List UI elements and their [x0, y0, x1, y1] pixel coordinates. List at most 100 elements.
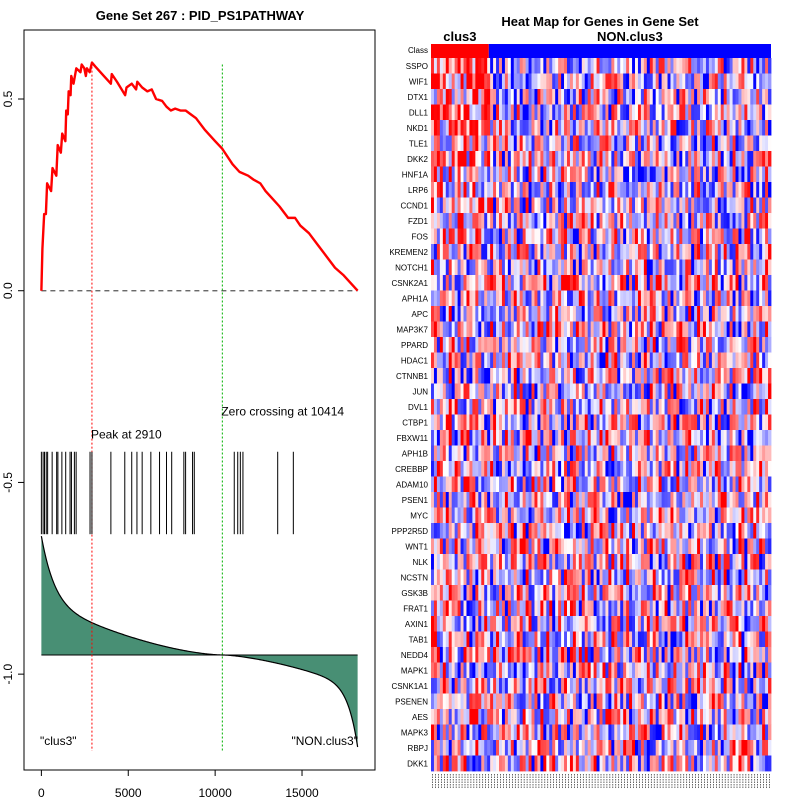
heatmap-cell [697, 477, 700, 493]
heatmap-cell [552, 244, 555, 260]
heatmap-cell [443, 570, 446, 586]
heatmap-cell [446, 539, 449, 555]
heatmap-cell [700, 694, 703, 710]
heatmap-cell [700, 198, 703, 214]
heatmap-cell [570, 105, 573, 121]
heatmap-cell [623, 585, 626, 601]
class-bar-clus3 [431, 44, 489, 58]
heatmap-cell [765, 492, 768, 508]
heatmap-cell [561, 585, 564, 601]
heatmap-cell [552, 260, 555, 276]
heatmap-cell [552, 384, 555, 400]
heatmap-cell [679, 415, 682, 431]
heatmap-cell [608, 229, 611, 245]
heatmap-cell [478, 415, 481, 431]
heatmap-cell [753, 492, 756, 508]
heatmap-cell [694, 322, 697, 338]
heatmap-cell [475, 694, 478, 710]
heatmap-cell [721, 89, 724, 105]
heatmap-cell [620, 539, 623, 555]
heatmap-cell [759, 136, 762, 152]
heatmap-cell [736, 136, 739, 152]
heatmap-cell [443, 198, 446, 214]
heatmap-cell [741, 182, 744, 198]
heatmap-cell [537, 570, 540, 586]
heatmap-cell [688, 461, 691, 477]
heatmap-cell [605, 539, 608, 555]
heatmap-cell [753, 213, 756, 229]
heatmap-cell [721, 694, 724, 710]
heatmap-cell [668, 647, 671, 663]
heatmap-cell [703, 384, 706, 400]
heatmap-cell [662, 337, 665, 353]
heatmap-cell [505, 399, 508, 415]
heatmap-cell [588, 663, 591, 679]
heatmap-cell [431, 244, 434, 260]
heatmap-cell [656, 151, 659, 167]
heatmap-cell [464, 244, 467, 260]
heatmap-cell [700, 678, 703, 694]
heatmap-cell [703, 446, 706, 462]
heatmap-cell [665, 260, 668, 276]
heatmap-cell [458, 508, 461, 524]
heatmap-cell [466, 368, 469, 384]
heatmap-cell [738, 616, 741, 632]
heatmap-cell [700, 322, 703, 338]
heatmap-cell [744, 430, 747, 446]
heatmap-cell [691, 446, 694, 462]
heatmap-cell [668, 89, 671, 105]
heatmap-cell [437, 523, 440, 539]
x-tick-label: 10000 [198, 786, 232, 800]
heatmap-cell [505, 430, 508, 446]
heatmap-cell [700, 120, 703, 136]
heatmap-cell [632, 554, 635, 570]
heatmap-cell [738, 570, 741, 586]
heatmap-cell [759, 632, 762, 648]
heatmap-cell [638, 74, 641, 90]
heatmap-cell [505, 585, 508, 601]
heatmap-cell [490, 601, 493, 617]
heatmap-cell [629, 632, 632, 648]
heatmap-cell [694, 260, 697, 276]
heatmap-cell [718, 89, 721, 105]
heatmap-cell [561, 368, 564, 384]
heatmap-cell [715, 492, 718, 508]
heatmap-cell [493, 198, 496, 214]
heatmap-cell [508, 58, 511, 74]
heatmap-cell [632, 120, 635, 136]
heatmap-cell [534, 508, 537, 524]
heatmap-cell [768, 322, 771, 338]
heatmap-cell [623, 213, 626, 229]
heatmap-cell [567, 105, 570, 121]
heatmap-cell [520, 213, 523, 229]
heatmap-cell [644, 415, 647, 431]
heatmap-cell [629, 663, 632, 679]
heatmap-cell [493, 306, 496, 322]
heatmap-cell [573, 430, 576, 446]
heatmap-cell [659, 508, 662, 524]
heatmap-cell [490, 399, 493, 415]
heatmap-cell [656, 291, 659, 307]
heatmap-cell [682, 306, 685, 322]
heatmap-cell [466, 229, 469, 245]
heatmap-cell [440, 353, 443, 369]
heatmap-cell [700, 260, 703, 276]
heatmap-cell [452, 384, 455, 400]
heatmap-cell [650, 322, 653, 338]
heatmap-cell [721, 74, 724, 90]
heatmap-cell [738, 694, 741, 710]
heatmap-cell [712, 275, 715, 291]
heatmap-cell [700, 368, 703, 384]
heatmap-cell [756, 508, 759, 524]
heatmap-cell [499, 275, 502, 291]
heatmap-cell [718, 275, 721, 291]
heatmap-cell [635, 58, 638, 74]
heatmap-cell [576, 275, 579, 291]
heatmap-cell [461, 399, 464, 415]
heatmap-cell [452, 136, 455, 152]
heatmap-cell [721, 663, 724, 679]
heatmap-cell [440, 167, 443, 183]
heatmap-cell [715, 585, 718, 601]
heatmap-cell [721, 430, 724, 446]
heatmap-cell [588, 461, 591, 477]
